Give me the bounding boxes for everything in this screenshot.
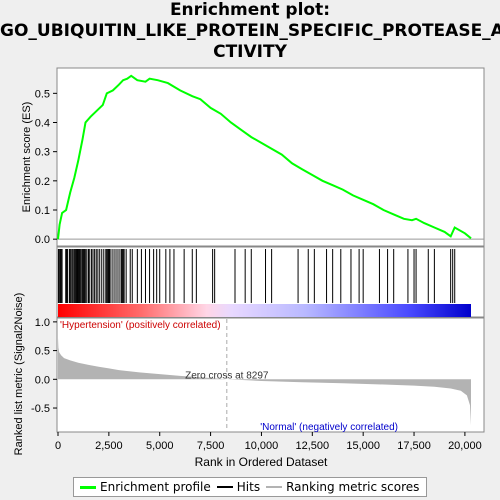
x-tick-label: 7,500 bbox=[197, 440, 225, 452]
rank-color-bar bbox=[58, 304, 471, 317]
es-ytick-label: 0.4 bbox=[35, 118, 50, 130]
es-ytick-label: 0.2 bbox=[35, 176, 50, 188]
metric-ytick-label: -0.5 bbox=[31, 403, 50, 415]
positive-label: 'Hypertension' (positively correlated) bbox=[60, 320, 221, 331]
title-line-1: Enrichment plot: bbox=[169, 0, 331, 20]
legend-label-ranking: Ranking metric scores bbox=[286, 480, 420, 494]
es-panel-frame bbox=[56, 67, 485, 247]
es-ytick-label: 0.1 bbox=[35, 205, 50, 217]
x-axis-label: Rank in Ordered Dataset bbox=[195, 455, 328, 469]
x-tick-label: 10,000 bbox=[245, 440, 279, 452]
legend-swatch-hits bbox=[216, 486, 233, 488]
x-tick-label: 5,000 bbox=[146, 440, 174, 452]
legend: Enrichment profile Hits Ranking metric s… bbox=[73, 477, 427, 497]
x-tick-label: 0 bbox=[55, 440, 61, 452]
x-tick-label: 12,500 bbox=[295, 440, 329, 452]
x-tick-label: 2,500 bbox=[95, 440, 123, 452]
zero-cross-label: Zero cross at 8297 bbox=[185, 370, 269, 381]
legend-label-hits: Hits bbox=[236, 480, 261, 494]
x-tick-label: 20,000 bbox=[448, 440, 482, 452]
legend-item-ranking: Ranking metric scores bbox=[266, 480, 419, 494]
legend-swatch-enrichment bbox=[80, 485, 96, 489]
es-y-axis: 0.0 0.1 0.2 0.3 0.4 0.5 bbox=[35, 88, 57, 246]
legend-label-enrichment: Enrichment profile bbox=[100, 480, 211, 494]
es-ytick-label: 0.3 bbox=[35, 147, 50, 159]
x-tick-label: 15,000 bbox=[346, 440, 380, 452]
metric-ylabel: Ranked list metric (Signal2Noise) bbox=[13, 293, 25, 456]
title-line-2: GO_UBIQUITIN_LIKE_PROTEIN_SPECIFIC_PROTE… bbox=[0, 21, 500, 41]
legend-item-hits: Hits bbox=[216, 480, 261, 494]
es-ytick-label: 0.5 bbox=[35, 88, 50, 100]
title-line-3: CTIVITY bbox=[213, 42, 287, 62]
negative-label: 'Normal' (negatively correlated) bbox=[260, 422, 398, 433]
metric-y-axis: -0.5 0.0 0.5 1.0 bbox=[31, 317, 57, 415]
metric-ytick-label: 0.0 bbox=[35, 374, 50, 386]
es-ylabel: Enrichment score (ES) bbox=[21, 102, 33, 213]
hits-ticks bbox=[57, 249, 456, 303]
chart-title: Enrichment plot: GO_UBIQUITIN_LIKE_PROTE… bbox=[0, 0, 500, 63]
metric-ytick-label: 0.5 bbox=[35, 346, 50, 358]
es-profile-line bbox=[57, 74, 472, 240]
legend-swatch-ranking bbox=[266, 486, 283, 488]
metric-area bbox=[58, 338, 471, 426]
x-axis: 0 2,500 5,000 7,500 10,000 12,500 15,000 17,500… bbox=[55, 432, 482, 452]
x-tick-label: 17,500 bbox=[397, 440, 431, 452]
metric-ytick-label: 1.0 bbox=[35, 317, 50, 329]
es-ytick-label: 0.0 bbox=[35, 234, 50, 246]
legend-item-enrichment: Enrichment profile bbox=[80, 480, 211, 494]
enrichment-chart: 0.0 0.1 0.2 0.3 0.4 0.5 Enrichment score (ES)… bbox=[13, 67, 485, 469]
